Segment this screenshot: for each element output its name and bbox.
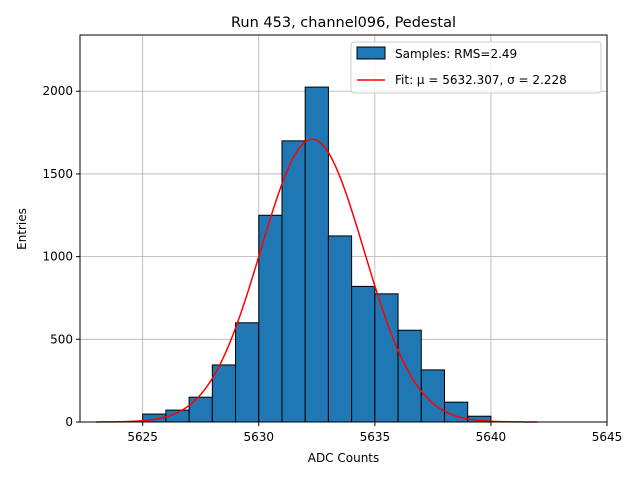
histogram-bar-13: [443, 401, 469, 423]
histogram-bar-8: [327, 235, 353, 423]
legend-label-fit: Fit: μ = 5632.307, σ = 2.228: [395, 73, 567, 87]
y-tick-label-4: 2000: [42, 84, 73, 98]
x-tick-label-1: 5630: [243, 430, 274, 444]
x-tick-label-2: 5635: [360, 430, 391, 444]
y-tick-label-1: 500: [50, 332, 73, 346]
y-tick-label-2: 1000: [42, 250, 73, 264]
legend-box: [350, 41, 602, 94]
plot-frame: [79, 34, 608, 423]
x-tick-label-0: 5625: [127, 430, 158, 444]
x-axis-ticks: 5625 5630 5635 5640 5645: [127, 422, 622, 444]
histogram-bar-10: [374, 293, 399, 423]
x-tick-label-4: 5645: [592, 430, 623, 444]
gaussian-fit-curve: [96, 138, 538, 423]
histogram-bars: [142, 86, 492, 423]
chart-title: Run 453, channel096, Pedestal: [231, 15, 456, 31]
legend-label-samples: Samples: RMS=2.49: [395, 47, 517, 61]
histogram-bar-6: [281, 140, 306, 423]
y-axis-ticks: 0 500 1000 1500 2000: [42, 84, 80, 429]
histogram-bar-4: [235, 322, 260, 423]
x-axis-title: ADC Counts: [308, 451, 380, 465]
x-tick-label-3: 5640: [476, 430, 507, 444]
y-axis-title: Entries: [15, 208, 29, 250]
histogram-bar-11: [397, 329, 422, 423]
y-tick-label-3: 1500: [42, 167, 73, 181]
histogram-bar-7: [304, 86, 329, 423]
histogram-bar-9: [351, 285, 376, 423]
legend-swatch-samples: [356, 46, 386, 60]
y-tick-label-0: 0: [65, 415, 73, 429]
histogram-bar-2: [188, 396, 213, 423]
legend: Samples: RMS=2.49 Fit: μ = 5632.307, σ =…: [350, 41, 602, 94]
